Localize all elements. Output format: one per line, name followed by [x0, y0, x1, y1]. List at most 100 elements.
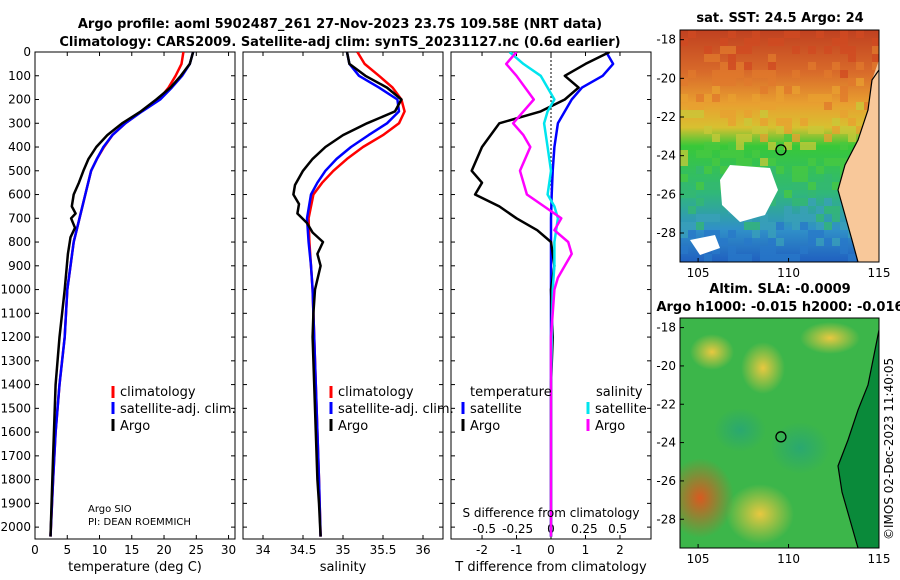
sst-pixel — [840, 126, 848, 134]
sst-pixel — [776, 126, 784, 134]
series-line-satellite-adj-clim- — [305, 52, 401, 537]
sst-pixel — [840, 238, 848, 246]
sst-pixel — [848, 126, 856, 134]
legend-label-satellite: satellite-adj. clim. — [120, 402, 236, 417]
map-y-tick-label: -24 — [656, 436, 676, 450]
x-tick-label: 1 — [582, 543, 590, 557]
sst-pixel — [704, 214, 712, 222]
sst-pixel — [712, 230, 720, 238]
sst-pixel — [712, 94, 720, 102]
difference-xlabel: T difference from climatology — [454, 560, 647, 575]
sst-pixel — [704, 150, 712, 158]
sst-pixel — [760, 254, 768, 262]
sst-pixel — [776, 86, 784, 94]
sst-pixel — [840, 222, 848, 230]
sst-pixel — [800, 214, 808, 222]
sst-pixel — [760, 134, 768, 142]
sla-map-ticks: 105 110 115 -18 -20 -22 -24 -26 -28 — [656, 321, 890, 566]
sst-pixel — [792, 46, 800, 54]
sst-pixel — [760, 70, 768, 78]
sst-pixel — [808, 142, 816, 150]
x-tick-label: 5 — [63, 543, 71, 557]
sst-pixel — [704, 142, 712, 150]
sst-pixel — [704, 126, 712, 134]
sst-pixel — [744, 238, 752, 246]
sst-pixel — [704, 46, 712, 54]
sst-pixel — [784, 134, 792, 142]
sst-pixel — [784, 30, 792, 38]
sst-pixel — [776, 254, 784, 262]
sst-pixel — [824, 238, 832, 246]
sst-pixel — [688, 190, 696, 198]
sst-pixel — [800, 182, 808, 190]
sla-blob — [680, 458, 734, 538]
sst-pixel — [824, 198, 832, 206]
sst-pixel — [848, 118, 856, 126]
sst-pixel — [712, 78, 720, 86]
sst-pixel — [680, 158, 688, 166]
sst-pixel — [784, 190, 792, 198]
sst-pixel — [832, 86, 840, 94]
legend-label-argo: Argo — [338, 419, 368, 434]
sst-pixel — [744, 222, 752, 230]
sst-pixel — [696, 94, 704, 102]
sst-pixel — [736, 254, 744, 262]
legend-label-argo-t: Argo — [470, 419, 500, 434]
series-line-argo — [49, 52, 195, 537]
y-tick-label: 1700 — [0, 449, 31, 463]
sst-pixel — [768, 38, 776, 46]
sst-pixel — [840, 110, 848, 118]
x-tick-label: 34 — [255, 543, 270, 557]
temperature-xlabel: temperature (deg C) — [68, 560, 202, 575]
sst-pixel — [792, 214, 800, 222]
temperature-ticks: 0100200300400500600700800900100011001200… — [0, 45, 236, 557]
sst-pixel — [824, 94, 832, 102]
sst-pixel — [824, 206, 832, 214]
main-title-line2: Climatology: CARS2009. Satellite-adj cli… — [59, 35, 620, 50]
sst-pixel — [744, 38, 752, 46]
sst-pixel — [856, 126, 864, 134]
y-tick-label: 200 — [8, 93, 31, 107]
sst-pixel — [760, 214, 768, 222]
sst-pixel — [712, 70, 720, 78]
sst-pixel — [848, 254, 856, 262]
sst-pixel — [688, 222, 696, 230]
sst-pixel — [696, 150, 704, 158]
sst-pixel — [816, 214, 824, 222]
salinity-ticks: 34 34.5 35 35.5 36 — [243, 51, 443, 557]
sst-pixel — [792, 198, 800, 206]
sst-pixel — [808, 182, 816, 190]
x-tick-label: 35 — [335, 543, 350, 557]
sst-pixel — [848, 46, 856, 54]
sst-pixel — [848, 54, 856, 62]
sst-pixel — [680, 182, 688, 190]
temperature-series — [49, 52, 195, 537]
legend-label-argo-s: Argo — [595, 419, 625, 434]
sst-pixel — [680, 150, 688, 158]
sst-pixel — [720, 166, 728, 174]
legend-title-salinity: salinity — [596, 385, 643, 400]
argo-credit-line1: Argo SIO — [88, 504, 132, 515]
sst-pixel — [840, 86, 848, 94]
x-tick-label: 10 — [92, 543, 107, 557]
sst-pixel — [696, 182, 704, 190]
sst-map-title: sat. SST: 24.5 Argo: 24 — [696, 11, 863, 26]
sst-pixel — [768, 246, 776, 254]
sst-pixel — [680, 246, 688, 254]
sst-pixel — [752, 222, 760, 230]
x-tick-label: 30 — [221, 543, 236, 557]
sst-pixel — [800, 222, 808, 230]
y-tick-label: 1200 — [0, 330, 31, 344]
sst-pixel — [840, 94, 848, 102]
sst-pixel — [768, 78, 776, 86]
sst-pixel — [808, 126, 816, 134]
sst-pixel — [832, 206, 840, 214]
sst-pixel — [712, 142, 720, 150]
sla-map-title2: Argo h1000: -0.015 h2000: -0.016 — [656, 300, 900, 315]
y-tick-label: 500 — [8, 164, 31, 178]
sst-pixel — [824, 46, 832, 54]
sst-pixel — [768, 70, 776, 78]
coastline — [837, 329, 879, 548]
argo-position-marker — [775, 431, 787, 443]
